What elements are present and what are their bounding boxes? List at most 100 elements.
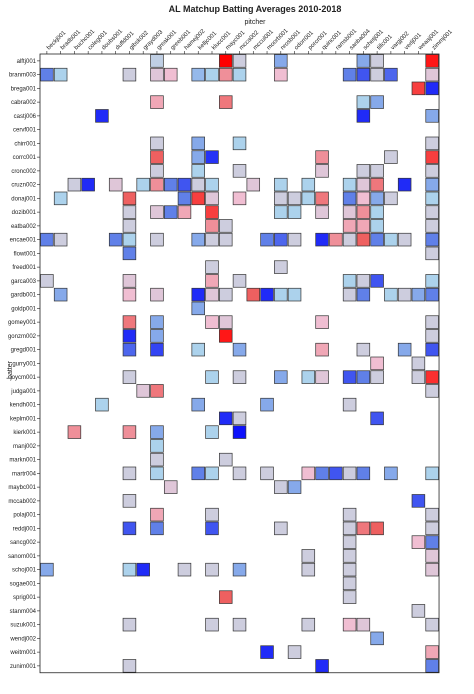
heatmap-cell	[219, 67, 233, 82]
heatmap-cell	[232, 562, 247, 577]
heatmap-cell	[384, 466, 398, 481]
heatmap-cell	[425, 219, 439, 233]
heatmap-cell	[122, 342, 137, 357]
y-tick-label: garca003	[11, 279, 37, 285]
heatmap-cell	[108, 177, 123, 192]
heatmap-cell	[301, 466, 316, 481]
y-tick-label: sanom001	[8, 554, 37, 560]
heatmap-cell	[356, 219, 371, 233]
y-tick-label: cervf001	[13, 128, 37, 134]
heatmap-cell	[246, 177, 261, 192]
heatmap-cell	[425, 562, 439, 577]
y-tick-label: kendh001	[10, 403, 37, 409]
heatmap-cell	[315, 466, 329, 481]
heatmap-cell	[150, 507, 164, 522]
heatmap-cell	[219, 411, 233, 426]
heatmap-cell	[356, 205, 371, 219]
heatmap-cell	[232, 411, 247, 426]
heatmap-cell	[177, 177, 192, 192]
y-tick-label: eatba002	[11, 224, 37, 230]
y-tick-label: goldp001	[11, 306, 36, 312]
heatmap-cell	[342, 535, 357, 549]
heatmap-cell	[425, 164, 439, 178]
heatmap-cell	[232, 54, 247, 68]
heatmap-cell	[384, 287, 398, 302]
heatmap-cell	[370, 370, 384, 384]
heatmap-cell	[274, 67, 288, 82]
heatmap-cell	[40, 67, 54, 82]
heatmap-cell	[342, 617, 357, 632]
heatmap-cell	[219, 315, 233, 329]
heatmap-cell	[122, 315, 137, 329]
heatmap-cell	[191, 164, 205, 178]
heatmap-cell	[425, 274, 439, 288]
heatmap-cell	[356, 67, 371, 82]
y-tick-label: branm003	[9, 73, 37, 79]
heatmap-cell	[122, 219, 137, 233]
heatmap-cell	[397, 232, 412, 247]
heatmap-cell	[342, 67, 357, 82]
heatmap-cell	[425, 191, 439, 206]
heatmap-cell	[425, 54, 439, 68]
heatmap-cell	[342, 287, 357, 302]
heatmap-cell	[205, 507, 219, 522]
heatmap-cell	[342, 549, 357, 563]
heatmap-cell	[315, 164, 329, 178]
heatmap-cell	[342, 219, 357, 233]
heatmap-cell	[425, 384, 439, 398]
heatmap-cell	[122, 67, 137, 82]
heatmap-cell	[356, 466, 371, 481]
heatmap-cell	[301, 549, 316, 563]
heatmap-cell	[315, 342, 329, 357]
y-tick-label: joycm001	[9, 375, 36, 381]
heatmap-cell	[191, 232, 205, 247]
heatmap-cell	[232, 425, 247, 439]
heatmap-cell	[370, 356, 384, 371]
y-tick-label: freed001	[12, 265, 36, 271]
heatmap-cell	[287, 480, 302, 494]
heatmap-cell	[411, 535, 426, 549]
heatmap-cell	[301, 177, 316, 192]
heatmap-cell	[136, 384, 150, 398]
heatmap-cell	[122, 370, 137, 384]
y-tick-label: zunim001	[10, 664, 37, 670]
y-axis-title: batter	[7, 360, 14, 379]
heatmap-cell	[342, 466, 357, 481]
y-tick-label: alftj001	[17, 59, 37, 65]
heatmap-cell	[191, 342, 205, 357]
heatmap-cell	[53, 287, 68, 302]
y-tick-label: dozib001	[12, 210, 37, 216]
x-axis-title: pitcher	[244, 19, 266, 26]
heatmap-cell	[177, 191, 192, 206]
heatmap-cell	[260, 287, 274, 302]
heatmap-cell	[274, 232, 288, 247]
heatmap-cell	[177, 562, 192, 577]
chart-title: AL Matchup Batting Averages 2010-2018	[169, 4, 342, 14]
heatmap-cell	[150, 150, 164, 164]
heatmap-cell	[370, 164, 384, 178]
heatmap-cell	[425, 329, 439, 343]
heatmap-cell	[122, 562, 137, 577]
heatmap-cell	[425, 521, 439, 536]
heatmap-cell	[67, 177, 82, 192]
heatmap-cell	[205, 260, 219, 274]
y-tick-label: castj006	[14, 114, 37, 120]
y-tick-label: gregd001	[11, 348, 37, 354]
heatmap-cell	[122, 494, 137, 508]
heatmap-cell	[205, 274, 219, 288]
heatmap-cell	[219, 329, 233, 343]
heatmap-cell	[274, 260, 288, 274]
heatmap-cell	[342, 274, 357, 288]
y-tick-label: manj002	[13, 444, 37, 450]
heatmap-cell	[205, 287, 219, 302]
heatmap-cell	[40, 274, 54, 288]
heatmap-cell	[411, 287, 426, 302]
heatmap-cell	[425, 315, 439, 329]
heatmap-cell	[122, 191, 137, 206]
y-tick-label: stanm004	[10, 609, 37, 615]
heatmap-cell	[425, 466, 439, 481]
heatmap-cell	[150, 425, 164, 439]
heatmap-cell	[163, 177, 178, 192]
heatmap-cell	[232, 136, 247, 151]
